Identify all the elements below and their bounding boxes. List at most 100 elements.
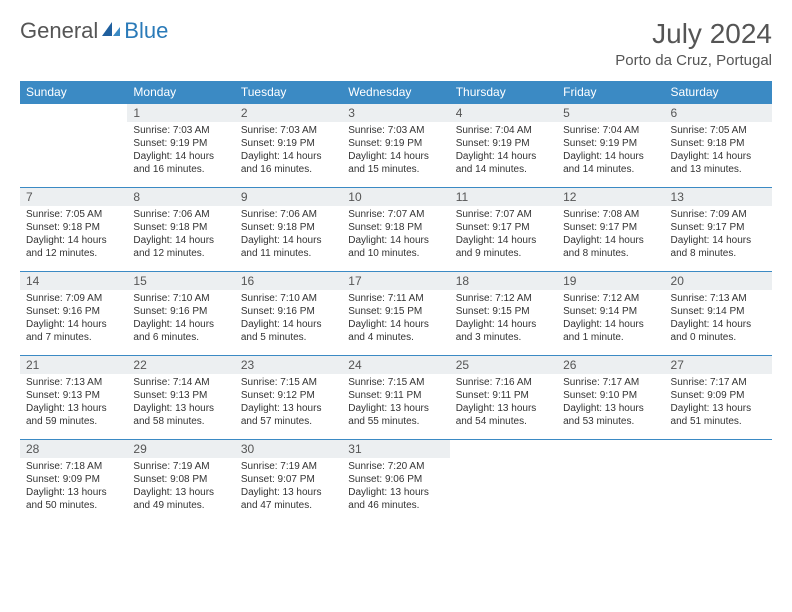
day-line: Daylight: 14 hours — [348, 150, 443, 163]
day-line: Sunrise: 7:19 AM — [241, 460, 336, 473]
day-line: and 54 minutes. — [456, 415, 551, 428]
day-line: Sunrise: 7:17 AM — [563, 376, 658, 389]
day-line: and 5 minutes. — [241, 331, 336, 344]
day-number: 19 — [557, 272, 664, 290]
day-cell: 17Sunrise: 7:11 AMSunset: 9:15 PMDayligh… — [342, 272, 449, 356]
day-line: Sunrise: 7:15 AM — [241, 376, 336, 389]
day-line: and 50 minutes. — [26, 499, 121, 512]
day-line: Sunrise: 7:03 AM — [348, 124, 443, 137]
day-cell: 4Sunrise: 7:04 AMSunset: 9:19 PMDaylight… — [450, 104, 557, 188]
day-cell: 29Sunrise: 7:19 AMSunset: 9:08 PMDayligh… — [127, 440, 234, 524]
day-cell: 21Sunrise: 7:13 AMSunset: 9:13 PMDayligh… — [20, 356, 127, 440]
day-line: Sunset: 9:18 PM — [671, 137, 766, 150]
day-cell — [665, 440, 772, 524]
week-row: 1Sunrise: 7:03 AMSunset: 9:19 PMDaylight… — [20, 104, 772, 188]
day-line: and 4 minutes. — [348, 331, 443, 344]
day-line: Sunset: 9:18 PM — [133, 221, 228, 234]
day-line: and 59 minutes. — [26, 415, 121, 428]
day-line: and 14 minutes. — [456, 163, 551, 176]
day-cell: 16Sunrise: 7:10 AMSunset: 9:16 PMDayligh… — [235, 272, 342, 356]
day-line: Sunset: 9:11 PM — [348, 389, 443, 402]
day-line: Daylight: 13 hours — [241, 402, 336, 415]
day-line: Daylight: 14 hours — [133, 150, 228, 163]
day-line: Sunset: 9:06 PM — [348, 473, 443, 486]
day-line: Sunset: 9:14 PM — [671, 305, 766, 318]
day-line: Sunset: 9:17 PM — [671, 221, 766, 234]
day-number: 15 — [127, 272, 234, 290]
day-line: and 58 minutes. — [133, 415, 228, 428]
day-number: 9 — [235, 188, 342, 206]
day-cell: 24Sunrise: 7:15 AMSunset: 9:11 PMDayligh… — [342, 356, 449, 440]
day-line: and 8 minutes. — [563, 247, 658, 260]
day-line: Sunrise: 7:12 AM — [456, 292, 551, 305]
day-number: 8 — [127, 188, 234, 206]
day-cell: 7Sunrise: 7:05 AMSunset: 9:18 PMDaylight… — [20, 188, 127, 272]
day-line: Sunrise: 7:10 AM — [241, 292, 336, 305]
month-title: July 2024 — [615, 18, 772, 50]
day-cell — [20, 104, 127, 188]
day-content: Sunrise: 7:15 AMSunset: 9:11 PMDaylight:… — [342, 374, 449, 432]
day-line: Sunset: 9:18 PM — [26, 221, 121, 234]
day-line: Sunrise: 7:04 AM — [456, 124, 551, 137]
day-cell: 12Sunrise: 7:08 AMSunset: 9:17 PMDayligh… — [557, 188, 664, 272]
day-line: and 14 minutes. — [563, 163, 658, 176]
day-content: Sunrise: 7:04 AMSunset: 9:19 PMDaylight:… — [450, 122, 557, 180]
day-line: Sunset: 9:19 PM — [133, 137, 228, 150]
day-content — [450, 444, 557, 450]
brand-part1: General — [20, 18, 98, 44]
day-number: 1 — [127, 104, 234, 122]
day-number: 10 — [342, 188, 449, 206]
day-line: and 9 minutes. — [456, 247, 551, 260]
day-cell: 25Sunrise: 7:16 AMSunset: 9:11 PMDayligh… — [450, 356, 557, 440]
day-line: Daylight: 14 hours — [241, 234, 336, 247]
day-line: Sunrise: 7:11 AM — [348, 292, 443, 305]
day-line: Sunrise: 7:07 AM — [456, 208, 551, 221]
day-line: and 6 minutes. — [133, 331, 228, 344]
day-content: Sunrise: 7:03 AMSunset: 9:19 PMDaylight:… — [235, 122, 342, 180]
day-cell: 9Sunrise: 7:06 AMSunset: 9:18 PMDaylight… — [235, 188, 342, 272]
week-row: 28Sunrise: 7:18 AMSunset: 9:09 PMDayligh… — [20, 440, 772, 524]
day-content: Sunrise: 7:04 AMSunset: 9:19 PMDaylight:… — [557, 122, 664, 180]
day-line: Daylight: 14 hours — [26, 318, 121, 331]
day-line: Daylight: 14 hours — [133, 234, 228, 247]
day-number: 24 — [342, 356, 449, 374]
day-line: Daylight: 14 hours — [348, 318, 443, 331]
day-line: Daylight: 14 hours — [456, 318, 551, 331]
day-number: 18 — [450, 272, 557, 290]
day-line: Sunrise: 7:16 AM — [456, 376, 551, 389]
day-content: Sunrise: 7:06 AMSunset: 9:18 PMDaylight:… — [127, 206, 234, 264]
day-line: Sunset: 9:13 PM — [133, 389, 228, 402]
day-line: Sunset: 9:17 PM — [563, 221, 658, 234]
dayname-friday: Friday — [557, 81, 664, 104]
day-cell: 14Sunrise: 7:09 AMSunset: 9:16 PMDayligh… — [20, 272, 127, 356]
day-number: 25 — [450, 356, 557, 374]
day-cell: 15Sunrise: 7:10 AMSunset: 9:16 PMDayligh… — [127, 272, 234, 356]
day-line: Daylight: 13 hours — [456, 402, 551, 415]
day-number: 11 — [450, 188, 557, 206]
day-number: 3 — [342, 104, 449, 122]
day-line: Daylight: 14 hours — [563, 318, 658, 331]
day-content: Sunrise: 7:18 AMSunset: 9:09 PMDaylight:… — [20, 458, 127, 516]
title-block: July 2024 Porto da Cruz, Portugal — [615, 18, 772, 69]
day-cell: 6Sunrise: 7:05 AMSunset: 9:18 PMDaylight… — [665, 104, 772, 188]
day-cell: 8Sunrise: 7:06 AMSunset: 9:18 PMDaylight… — [127, 188, 234, 272]
day-line: Daylight: 14 hours — [133, 318, 228, 331]
day-line: and 57 minutes. — [241, 415, 336, 428]
day-content: Sunrise: 7:17 AMSunset: 9:09 PMDaylight:… — [665, 374, 772, 432]
day-line: Sunrise: 7:05 AM — [26, 208, 121, 221]
day-line: Daylight: 14 hours — [26, 234, 121, 247]
day-cell: 1Sunrise: 7:03 AMSunset: 9:19 PMDaylight… — [127, 104, 234, 188]
day-content: Sunrise: 7:10 AMSunset: 9:16 PMDaylight:… — [127, 290, 234, 348]
day-line: Daylight: 14 hours — [456, 150, 551, 163]
day-line: and 1 minute. — [563, 331, 658, 344]
day-content: Sunrise: 7:09 AMSunset: 9:17 PMDaylight:… — [665, 206, 772, 264]
day-line: and 51 minutes. — [671, 415, 766, 428]
day-line: Sunset: 9:16 PM — [241, 305, 336, 318]
day-line: Daylight: 13 hours — [133, 486, 228, 499]
day-cell — [450, 440, 557, 524]
day-number: 26 — [557, 356, 664, 374]
day-content: Sunrise: 7:14 AMSunset: 9:13 PMDaylight:… — [127, 374, 234, 432]
brand-part2: Blue — [124, 18, 168, 44]
day-line: Daylight: 14 hours — [456, 234, 551, 247]
day-line: and 53 minutes. — [563, 415, 658, 428]
